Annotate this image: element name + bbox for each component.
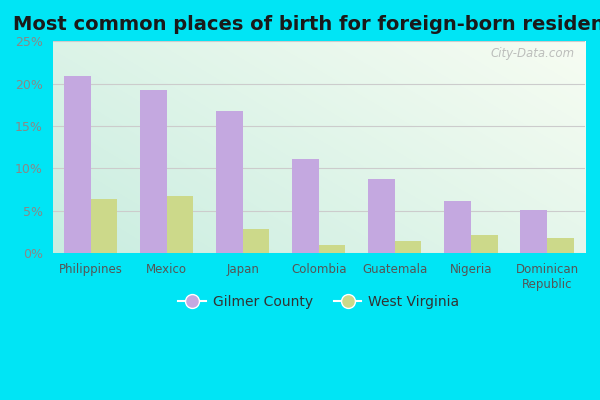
Bar (216, 111, 243, 253)
Bar (292, 159, 319, 253)
Bar (444, 201, 471, 253)
Bar (140, 90, 167, 253)
Bar (520, 210, 547, 253)
Bar (319, 245, 346, 253)
Bar (167, 196, 193, 253)
Bar (368, 179, 395, 253)
Bar (64, 76, 91, 253)
Bar (91, 199, 117, 253)
Legend: Gilmer County, West Virginia: Gilmer County, West Virginia (172, 289, 465, 314)
Bar (395, 241, 421, 253)
Bar (547, 238, 574, 253)
Bar (471, 235, 497, 253)
Bar (243, 229, 269, 253)
Text: City-Data.com: City-Data.com (490, 48, 574, 60)
Title: Most common places of birth for foreign-born residents: Most common places of birth for foreign-… (13, 15, 600, 34)
